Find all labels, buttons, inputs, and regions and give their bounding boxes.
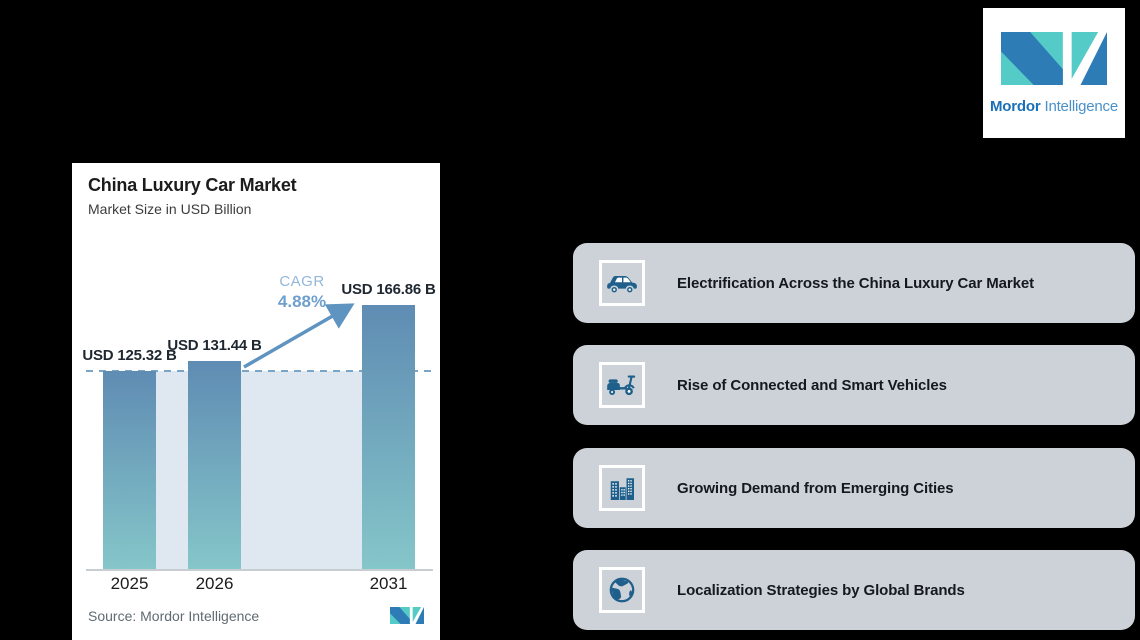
- x-tick-2025: 2025: [110, 574, 149, 593]
- car-icon: [605, 271, 639, 295]
- cagr-label: CAGR: [279, 273, 325, 290]
- highlight-card-label: Rise of Connected and Smart Vehicles: [677, 376, 947, 394]
- highlight-card-label: Growing Demand from Emerging Cities: [677, 479, 954, 497]
- chart-subtitle: Market Size in USD Billion: [88, 201, 252, 217]
- mordor-m-icon: [390, 607, 424, 624]
- chart-title: China Luxury Car Market: [88, 175, 297, 195]
- chart-panel: China Luxury Car Market Market Size in U…: [72, 163, 440, 640]
- icon-tile: [599, 260, 645, 306]
- plot-area: CAGR 4.88% USD 125.32 B 2025 USD 131.44 B 2…: [72, 163, 440, 640]
- source-row: Source: Mordor Intelligence: [88, 607, 424, 624]
- icon-tile: [599, 465, 645, 511]
- value-label-2025: USD 125.32 B: [82, 347, 177, 364]
- highlight-card-label: Electrification Across the China Luxury …: [677, 274, 1035, 292]
- brand-logo-text: Mordor Intelligence: [990, 99, 1118, 114]
- brand-name-bold: Mordor: [990, 98, 1041, 115]
- value-label-2026: USD 131.44 B: [167, 337, 262, 355]
- cagr-value: 4.88%: [277, 292, 327, 311]
- brand-name-light: Intelligence: [1044, 98, 1118, 115]
- mordor-m-icon: [1001, 32, 1107, 90]
- bar-2026: [188, 361, 241, 569]
- x-axis-line: [86, 569, 433, 571]
- source-text: Source: Mordor Intelligence: [88, 608, 259, 624]
- baseline-dashed-line: [86, 370, 434, 372]
- brand-logo: Mordor Intelligence: [983, 8, 1125, 138]
- x-tick-2031: 2031: [369, 574, 408, 593]
- globe-icon: [606, 574, 638, 606]
- bar-2025: [103, 371, 156, 569]
- source-label: Source:: [88, 607, 137, 624]
- icon-tile: [599, 567, 645, 613]
- cagr-annotation: CAGR 4.88%: [232, 273, 372, 312]
- icon-tile: [599, 362, 645, 408]
- highlight-card-4: Localization Strategies by Global Brands: [573, 550, 1135, 630]
- bar-2031: [362, 305, 415, 569]
- highlight-card-1: Electrification Across the China Luxury …: [573, 243, 1135, 323]
- buildings-icon: [607, 473, 637, 503]
- value-label-2031: USD 166.86 B: [341, 281, 436, 299]
- scooter-icon: [605, 373, 639, 397]
- highlight-card-3: Growing Demand from Emerging Cities: [573, 448, 1135, 528]
- source-value: Mordor Intelligence: [140, 607, 260, 624]
- highlight-card-2: Rise of Connected and Smart Vehicles: [573, 345, 1135, 425]
- highlight-card-label: Localization Strategies by Global Brands: [677, 581, 965, 599]
- x-tick-2026: 2026: [195, 574, 234, 593]
